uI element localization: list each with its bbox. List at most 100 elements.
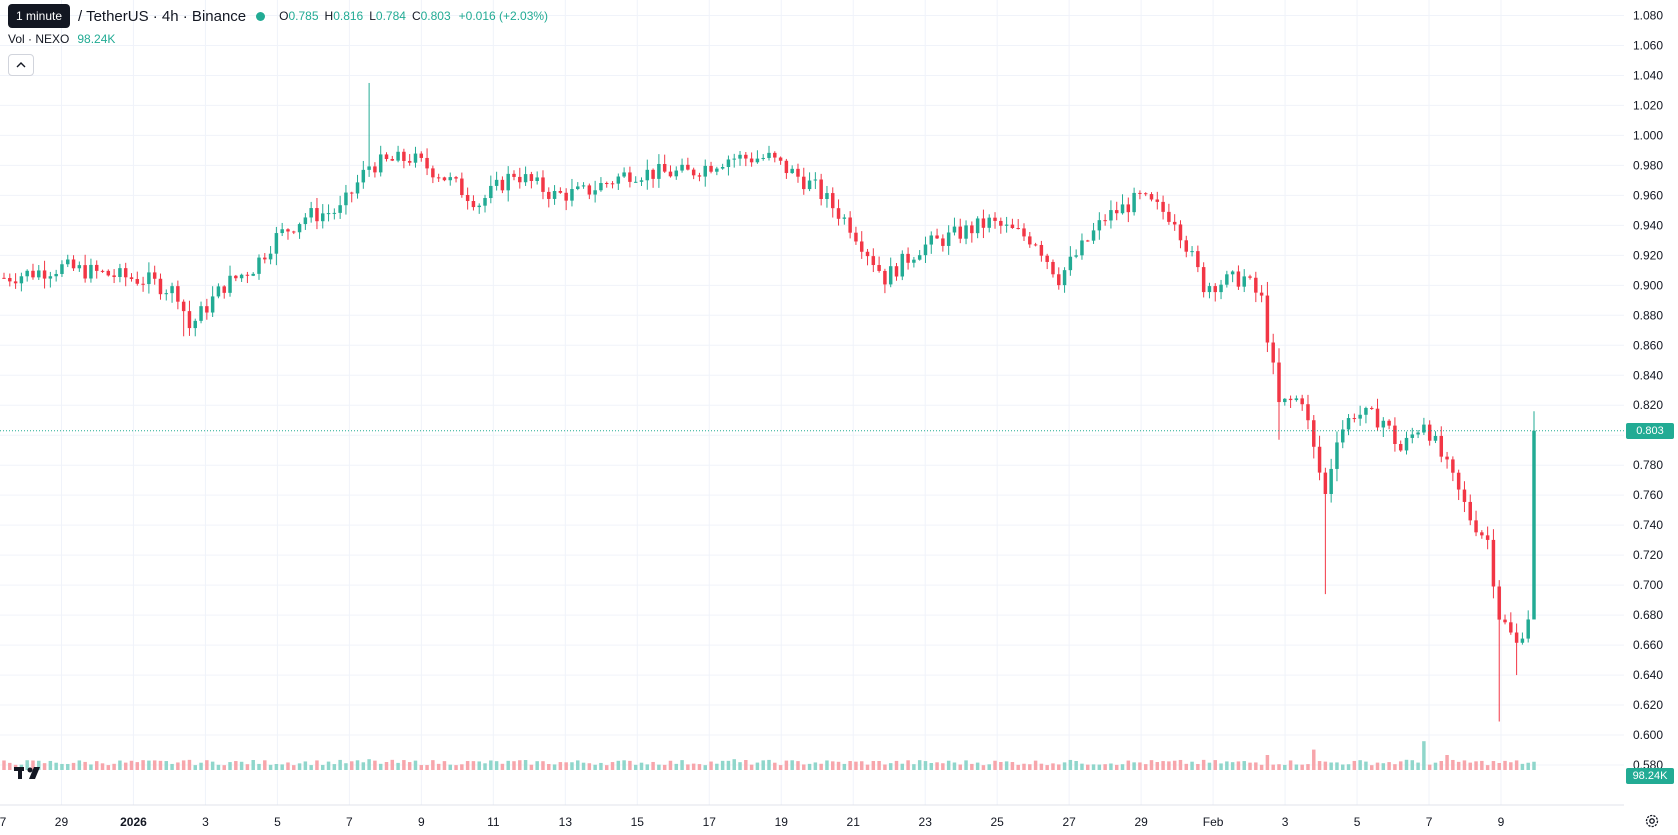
gear-icon[interactable] [1644,813,1660,829]
candle-body [900,253,905,277]
candle-body [784,160,789,174]
volume-bar [854,761,858,770]
price-tick-label: 0.980 [1633,158,1663,172]
candle-body [581,185,586,187]
volume-legend: Vol · NEXO 98.24K [8,32,115,46]
candle-body [1178,224,1183,241]
volume-bar [1097,764,1102,770]
volume-bar [384,761,389,770]
volume-bar [1219,763,1223,770]
volume-bar [8,762,12,770]
candle-body [239,274,244,279]
volume-bar [604,765,609,770]
volume-bar [987,764,991,770]
volume-bar [1294,764,1299,770]
volume-bar [1225,761,1229,770]
candle-body [964,225,968,239]
volume-bar [570,762,574,770]
price-tick-label: 0.840 [1633,368,1663,382]
candle-body [321,213,325,222]
volume-bar [373,760,377,770]
market-status-icon[interactable] [256,11,266,21]
price-tick-label: 0.720 [1633,548,1663,562]
volume-bar [152,760,157,770]
volume-bar [216,764,221,770]
volume-bar [529,764,534,770]
candle-body [54,273,58,277]
volume-bar [622,760,626,770]
candle-body [483,198,487,206]
volume-bar [912,764,916,770]
volume-bar [1155,762,1160,770]
close-label: C [411,9,421,23]
change-value: +0.016 (+2.03%) [458,9,549,23]
volume-bar [506,760,510,770]
volume-bar [1416,762,1420,770]
candle-body [1352,418,1357,420]
candle-body [402,151,406,161]
volume-bar [686,764,690,770]
candle-body [1532,430,1536,620]
volume-bar [802,764,806,770]
candle-body [1416,432,1420,435]
candle-body [1323,472,1328,494]
time-tick-label: 17 [703,815,717,829]
volume-bar [170,763,174,770]
candle-body [1213,286,1217,293]
volume-bar [999,761,1003,770]
candle-body [1451,459,1455,473]
volume-bar [697,764,702,770]
price-tick-label: 0.740 [1633,518,1663,532]
high-value: 0.816 [333,9,364,23]
volume-bar [1427,764,1432,770]
candle-body [836,208,841,219]
candle-body [807,180,812,190]
symbol-title[interactable]: / TetherUS · 4h · Binance [78,7,247,25]
volume-bar [500,763,505,770]
volume-bars [2,741,1536,770]
volume-bar [1254,762,1258,770]
candle-body [164,293,169,295]
volume-bar [610,762,615,770]
close-value: 0.803 [420,9,451,23]
candle-body [1091,230,1096,241]
candle-body [1149,194,1154,200]
price-axis[interactable]: 1.080 1.060 1.040 1.020 1.000 0.980 0.960 0.940… [1633,8,1663,772]
collapse-legend-button[interactable] [8,54,34,76]
volume-bar [836,761,841,770]
time-axis[interactable]: 7 29 2026 3 5 7 9 11 13 15 17 19 21 23 25 27 29 Feb 3 5 7 9 [0,815,1505,829]
candle-body [610,183,615,185]
candle-body [975,218,980,234]
volume-bar [796,761,800,770]
volume-bar [1242,761,1246,770]
volume-bar [970,763,974,770]
volume-bar [210,761,215,770]
time-tick-label: 2026 [120,815,147,829]
volume-bar [616,760,621,770]
symbol-legend: / TetherUS · 4h · Binance O0.785 H0.816 … [8,6,548,26]
volume-bar [1398,761,1403,770]
candle-body [326,213,331,215]
volume-bar [31,760,35,770]
price-tick-label: 1.020 [1633,98,1663,112]
volume-bar [1196,763,1200,770]
volume-bar [807,763,812,770]
volume-bar [199,762,203,770]
volume-bar [274,764,279,770]
candle-body [778,157,783,161]
volume-bar [1080,763,1084,770]
candle-body [523,174,528,183]
candle-body [1068,256,1073,271]
candle-body [1468,501,1472,521]
volume-bar [1520,763,1525,770]
candle-body [923,244,928,256]
volume-label[interactable]: Vol · NEXO [8,32,70,46]
candle-body [332,212,337,214]
volume-bar [1485,765,1490,770]
candle-body [25,270,29,277]
tradingview-logo[interactable] [14,764,44,784]
volume-bar [1462,760,1467,770]
candle-body [958,226,962,239]
candle-body [1201,267,1206,293]
